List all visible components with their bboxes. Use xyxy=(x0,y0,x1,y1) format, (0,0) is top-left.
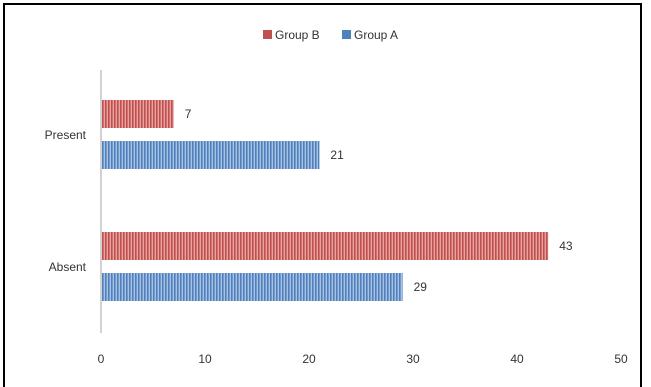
data-label-group-a-present: 21 xyxy=(330,148,344,162)
category-label-present: Present xyxy=(45,128,87,142)
x-tick-label-40: 40 xyxy=(510,352,524,366)
data-label-group-b-absent: 43 xyxy=(559,239,573,253)
legend-swatch-group-b xyxy=(263,30,272,39)
bar-group-b-absent xyxy=(102,232,549,260)
x-tick-label-30: 30 xyxy=(406,352,420,366)
chart-frame xyxy=(3,3,642,387)
bars-group: 7 21 43 29 xyxy=(102,100,573,301)
category-label-absent: Absent xyxy=(49,260,87,274)
legend-label-group-b: Group B xyxy=(275,28,320,42)
bar-group-a-present xyxy=(102,141,320,169)
x-tick-label-0: 0 xyxy=(98,352,105,366)
x-tick-labels: 0 10 20 30 40 50 xyxy=(98,352,628,366)
legend-swatch-group-a xyxy=(342,30,351,39)
data-label-group-b-present: 7 xyxy=(185,107,192,121)
x-tick-label-20: 20 xyxy=(302,352,316,366)
x-tick-label-50: 50 xyxy=(614,352,628,366)
category-labels: Present Absent xyxy=(45,128,87,274)
bar-group-a-absent xyxy=(102,273,403,301)
legend-label-group-a: Group A xyxy=(354,28,398,42)
x-tick-label-10: 10 xyxy=(198,352,212,366)
legend: Group B Group A xyxy=(263,28,398,42)
bar-group-b-present xyxy=(102,100,174,128)
data-label-group-a-absent: 29 xyxy=(414,280,428,294)
